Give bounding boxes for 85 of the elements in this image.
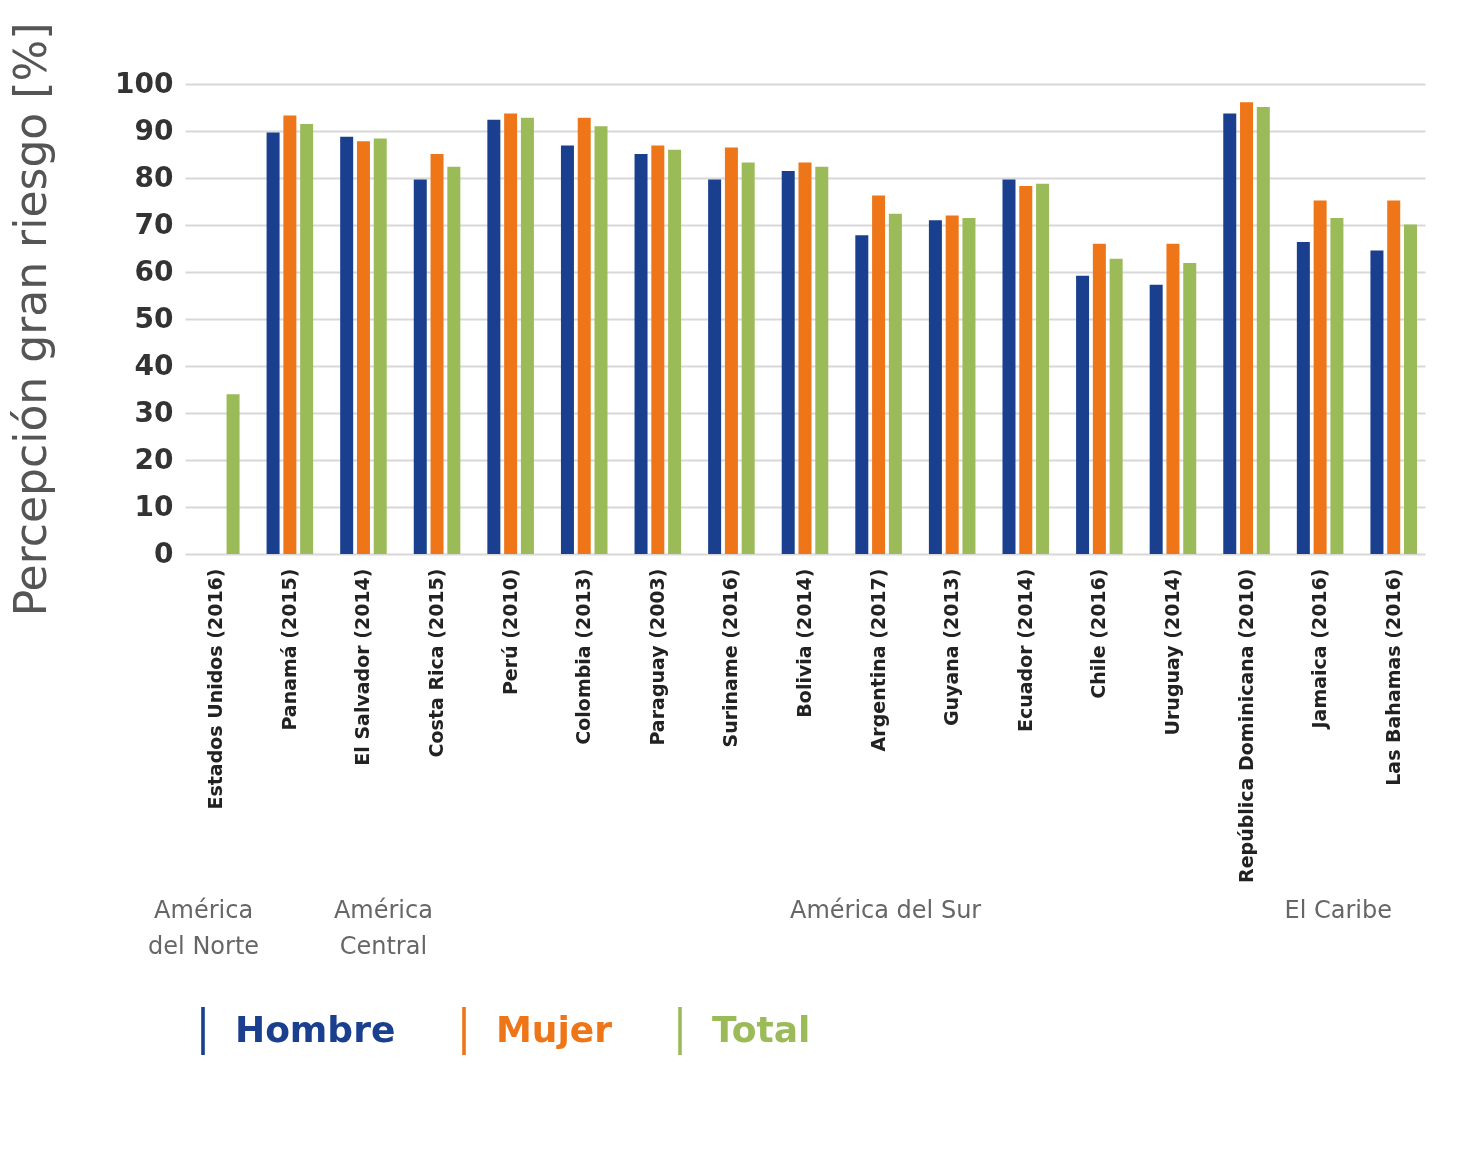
x-tick-label: Paraguay (2003)	[645, 568, 668, 746]
bar	[1256, 107, 1270, 554]
x-tick-label: Panamá (2015)	[277, 568, 300, 731]
bar	[668, 149, 682, 554]
x-tick-label: Colombia (2013)	[572, 568, 595, 745]
bar	[1002, 179, 1016, 554]
x-tick-label: República Dominicana (2010)	[1234, 568, 1257, 883]
y-tick-label: 80	[134, 160, 174, 194]
y-tick-label: 100	[115, 66, 174, 100]
bar	[1330, 217, 1344, 554]
bar	[1109, 258, 1123, 554]
bar	[1166, 243, 1180, 554]
y-axis-title: Percepción gran riesgo [%]	[5, 22, 57, 617]
x-tick-label: Costa Rica (2015)	[425, 568, 448, 758]
bar	[413, 179, 427, 554]
bar	[1370, 250, 1384, 554]
bar	[594, 126, 608, 554]
bar	[815, 166, 829, 554]
y-tick-label: 20	[134, 442, 174, 476]
bar	[1223, 113, 1237, 554]
bar	[651, 145, 665, 554]
x-tick-label: El Salvador (2014)	[351, 568, 374, 766]
bar	[283, 115, 297, 554]
x-tick-label: Chile (2016)	[1087, 568, 1110, 699]
bar	[1387, 200, 1401, 554]
x-tick-label: Ecuador (2014)	[1013, 568, 1036, 732]
legend-label: Total	[712, 1009, 811, 1050]
legend-label: Hombre	[235, 1009, 396, 1050]
y-tick-label: 10	[134, 489, 174, 523]
bar	[781, 170, 795, 554]
legend-label: Mujer	[496, 1009, 613, 1050]
x-tick-label: Jamaica (2016)	[1308, 568, 1331, 731]
y-tick-label: 40	[134, 348, 174, 382]
bar	[1019, 185, 1033, 554]
x-tick-label: Guyana (2013)	[940, 568, 963, 727]
bar	[1036, 183, 1050, 554]
bar	[872, 195, 886, 554]
bar	[634, 154, 648, 554]
bar	[798, 162, 812, 554]
bar	[356, 141, 370, 554]
text: América del Sur	[789, 896, 982, 924]
bar	[928, 220, 942, 554]
y-tick-label: 0	[154, 536, 174, 570]
bar	[888, 213, 902, 554]
x-tick-label: Perú (2010)	[498, 568, 521, 696]
bar	[373, 138, 387, 554]
bar	[1313, 200, 1327, 554]
x-tick-label: Suriname (2016)	[719, 568, 742, 748]
bar	[226, 394, 240, 554]
bar	[1149, 284, 1163, 554]
y-tick-label: 30	[134, 395, 174, 429]
x-tick-label: Bolivia (2014)	[793, 568, 815, 718]
x-tick-label: Argentina (2017)	[866, 568, 889, 752]
bar	[1404, 224, 1418, 554]
y-tick-label: 60	[134, 254, 174, 288]
y-tick-label: 50	[134, 301, 174, 335]
bar	[300, 123, 314, 554]
bar	[577, 117, 591, 554]
x-tick-label: Uruguay (2014)	[1160, 568, 1183, 736]
bar	[560, 145, 574, 554]
bar	[741, 162, 755, 554]
bar	[1240, 102, 1254, 554]
bar	[1183, 263, 1197, 554]
bar	[945, 215, 959, 554]
text: América del Norte	[148, 896, 260, 960]
y-tick-label: 90	[134, 113, 174, 147]
text: América Central	[333, 896, 433, 960]
x-tick-label: Estados Unidos (2016)	[204, 568, 227, 810]
bar	[520, 117, 534, 554]
bar	[724, 147, 738, 554]
bar	[855, 235, 869, 554]
y-tick-label: 70	[134, 207, 174, 241]
bar	[962, 217, 976, 554]
x-tick-label: Las Bahamas (2016)	[1381, 568, 1404, 786]
bar	[1296, 241, 1310, 554]
text: El Caribe	[1284, 896, 1392, 924]
bar	[1076, 275, 1090, 554]
bar	[266, 132, 280, 554]
bar	[340, 136, 354, 554]
bar	[708, 179, 722, 554]
bar	[430, 154, 444, 554]
bar	[1092, 243, 1106, 554]
bar	[504, 113, 518, 554]
bar	[487, 119, 501, 554]
bar	[447, 166, 461, 554]
